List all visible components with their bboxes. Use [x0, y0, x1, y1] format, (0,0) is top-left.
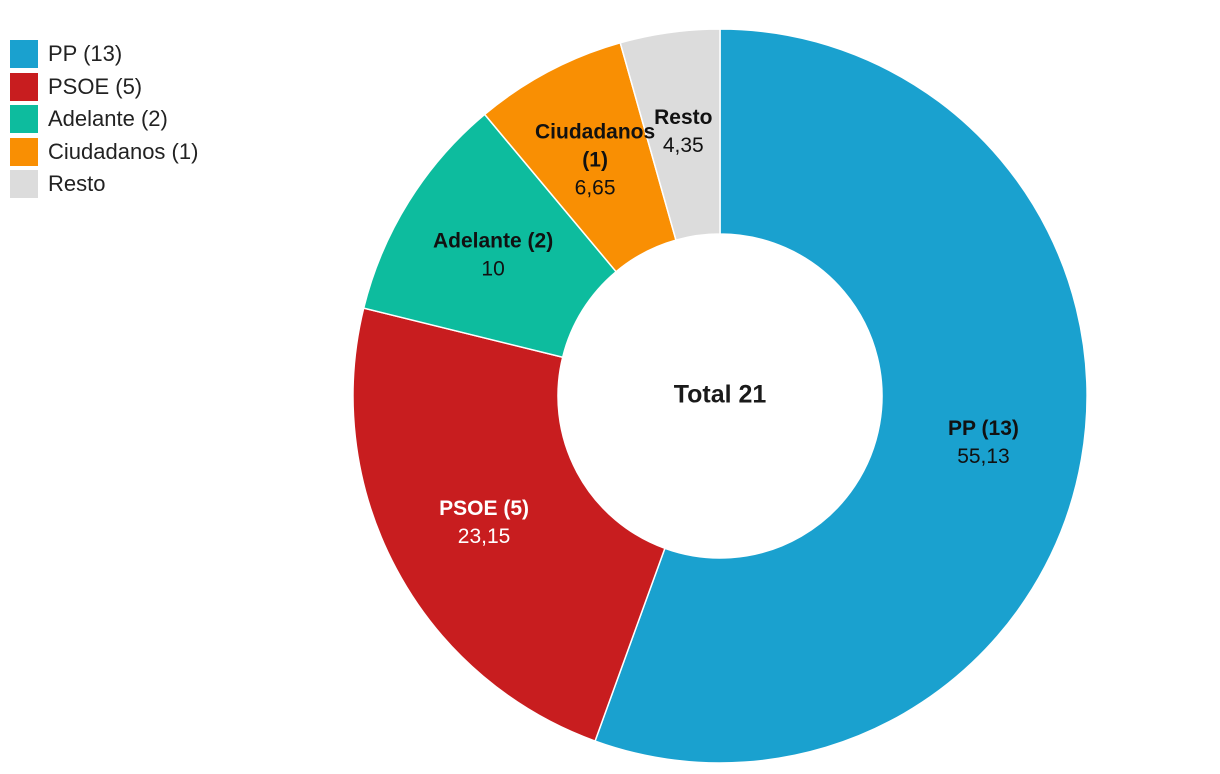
slice-label-pp-13: PP (13)	[948, 417, 1019, 440]
legend-label: Resto	[48, 171, 106, 197]
slice-pp-13	[594, 28, 1088, 764]
donut-slices	[352, 28, 1088, 764]
legend-item-psoe-5: PSOE (5)	[10, 71, 198, 104]
legend-swatch	[10, 170, 38, 199]
slice-value-adelante-2: 10	[481, 257, 504, 280]
slice-labels: PP (13) 55,13 PSOE (5) 23,15 Adelante (2) 10 C…	[433, 106, 1019, 548]
slice-adelante-2	[362, 113, 618, 359]
slice-psoe-5	[352, 307, 666, 743]
legend-label: Adelante (2)	[48, 106, 168, 132]
legend-swatch	[10, 40, 38, 69]
slice-label-ciudadanos-1: Ciudadanos (1)	[535, 120, 655, 171]
legend-swatch	[10, 105, 38, 134]
legend-swatch	[10, 137, 38, 166]
legend-item-resto: Resto	[10, 168, 198, 201]
legend-label: Ciudadanos (1)	[48, 138, 199, 164]
center-total-label: Total 21	[674, 381, 767, 409]
legend-swatch	[10, 72, 38, 101]
slice-label-adelante-2: Adelante (2)	[433, 229, 553, 252]
legend-item-pp-13: PP (13)	[10, 38, 198, 71]
slice-value-resto: 4,35	[663, 134, 704, 157]
legend-label: PSOE (5)	[48, 73, 143, 99]
legend-label: PP (13)	[48, 41, 123, 67]
legend-item-adelante-2: Adelante (2)	[10, 103, 198, 136]
slice-value-psoe-5: 23,15	[458, 525, 511, 548]
slice-label-psoe-5: PSOE (5)	[439, 497, 529, 520]
slice-value-pp-13: 55,13	[957, 445, 1010, 468]
slice-resto	[619, 28, 721, 242]
legend: PP (13) PSOE (5) Adelante (2) Ciudadanos (1…	[10, 38, 198, 201]
slice-value-ciudadanos-1: 6,65	[575, 176, 616, 199]
slice-label-resto: Resto	[654, 106, 712, 129]
legend-item-ciudadanos-1: Ciudadanos (1)	[10, 136, 198, 169]
